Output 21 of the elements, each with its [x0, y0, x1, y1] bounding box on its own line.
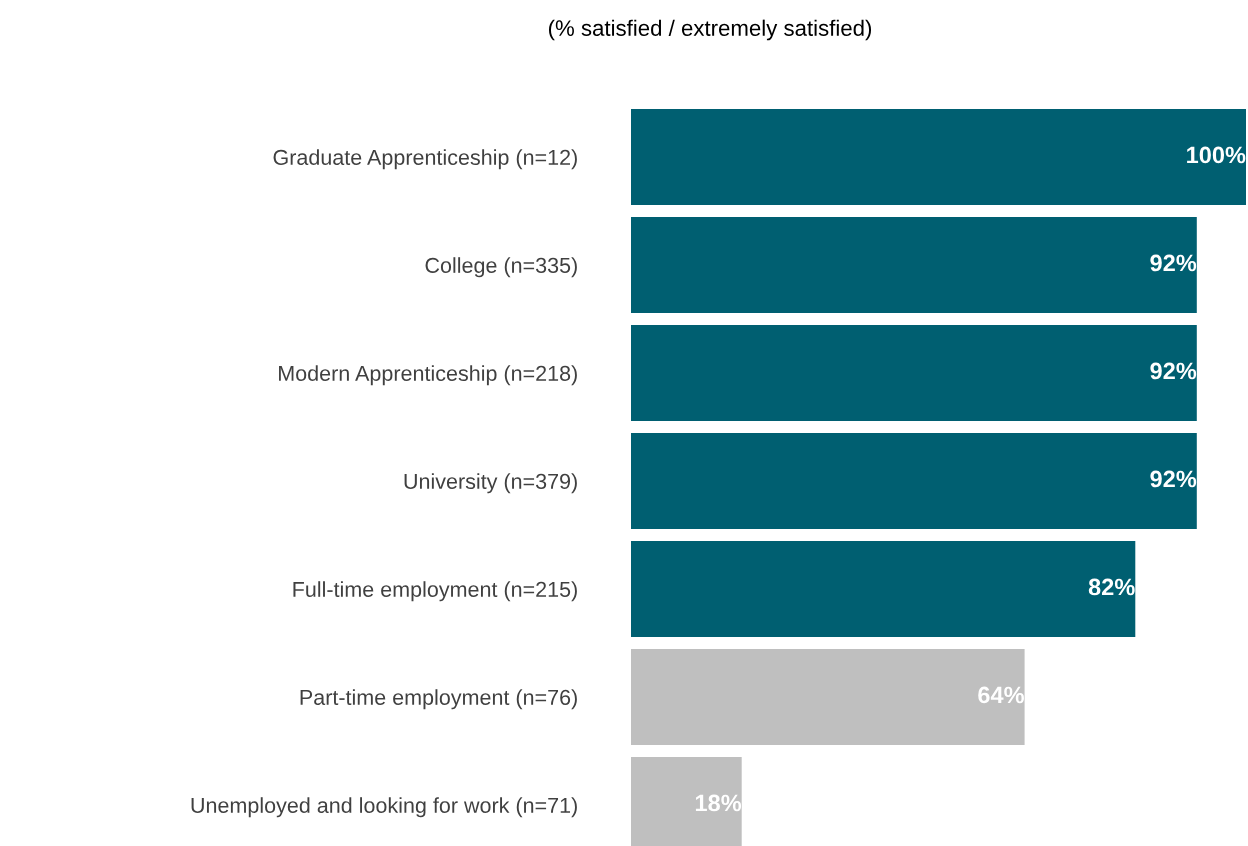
bar	[631, 540, 1136, 638]
y-tick-label: Graduate Apprenticeship (n=12)	[273, 149, 577, 170]
bar	[631, 432, 1197, 530]
bar	[631, 648, 1025, 746]
bar	[631, 324, 1197, 422]
data-label: 92%	[1150, 362, 1197, 380]
y-tick-label: College (n=335)	[425, 257, 577, 278]
data-label: 18%	[695, 794, 742, 812]
data-label: 92%	[1150, 470, 1197, 488]
bar	[631, 216, 1197, 314]
data-label: 100%	[1187, 146, 1246, 164]
data-label: 92%	[1150, 254, 1197, 272]
y-tick-label: Part-time employment (n=76)	[300, 689, 577, 710]
bar	[631, 108, 1246, 206]
data-label: 64%	[978, 686, 1024, 704]
chart-title: (% satisfied / extremely satisfied)	[548, 19, 872, 41]
data-label: 82%	[1088, 578, 1135, 596]
y-tick-label: Modern Apprenticeship (n=218)	[279, 365, 577, 386]
y-tick-label: University (n=379)	[404, 473, 577, 494]
y-tick-label: Full-time employment (n=215)	[293, 581, 577, 602]
y-tick-label: Unemployed and looking for work (n=71)	[191, 797, 577, 818]
